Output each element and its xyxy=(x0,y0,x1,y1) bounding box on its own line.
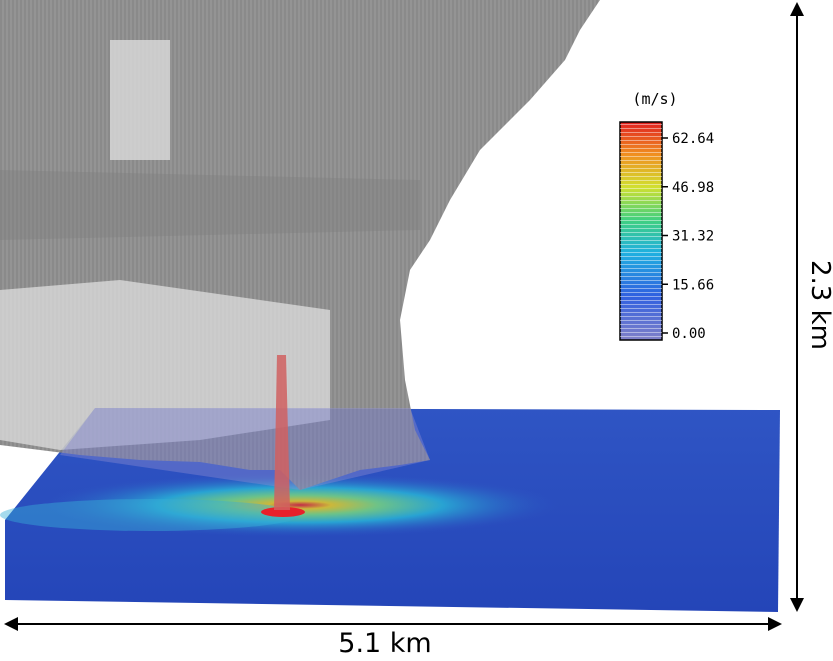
colorbar-tick-label: 31.32 xyxy=(672,229,714,245)
colorbar-tick-label: 0.00 xyxy=(672,326,706,342)
width-marker: 5.1 km xyxy=(4,617,782,659)
colorbar-tick-label: 62.64 xyxy=(672,131,714,147)
colorbar: (m/s) 62.64 46.98 31.32 15.66 0.00 xyxy=(620,90,714,342)
width-label: 5.1 km xyxy=(338,628,431,659)
height-marker: 2.3 km xyxy=(790,2,833,612)
height-label: 2.3 km xyxy=(805,260,833,350)
colorbar-stripes xyxy=(620,122,662,340)
visualization: (m/s) 62.64 46.98 31.32 15.66 0.00 2.3 km 5.… xyxy=(0,0,833,661)
colorbar-unit: (m/s) xyxy=(632,90,677,108)
colorbar-tick-label: 15.66 xyxy=(672,277,714,293)
colorbar-tick-label: 46.98 xyxy=(672,180,714,196)
